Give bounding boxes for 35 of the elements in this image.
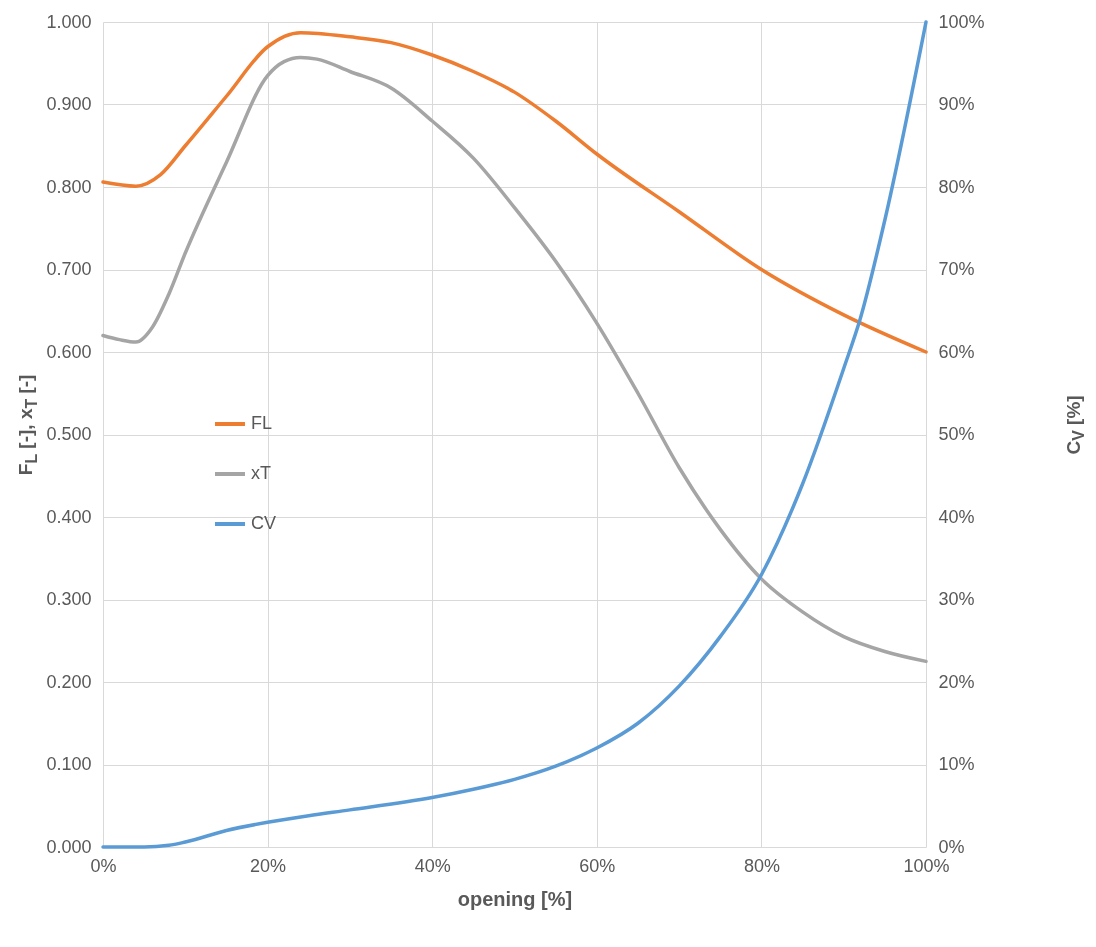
x-tick-label: 0% xyxy=(90,855,117,876)
y2-tick-label: 30% xyxy=(938,589,975,609)
y2-tick-label: 60% xyxy=(938,341,975,362)
y-tick-label: 0.100 xyxy=(46,754,92,774)
y2-tick-label: 50% xyxy=(938,424,975,444)
y-tick-label: 0.000 xyxy=(46,836,92,857)
legend-label: xT xyxy=(251,463,271,483)
y-tick-label: 1.000 xyxy=(46,11,92,32)
y-tick-label: 0.800 xyxy=(46,176,92,197)
y2-tick-label: 80% xyxy=(938,176,975,197)
x-tick-label: 40% xyxy=(414,855,451,876)
y2-tick-label: 0% xyxy=(938,836,965,857)
y-tick-label: 0.500 xyxy=(46,424,92,444)
y2-tick-label: 40% xyxy=(938,506,975,527)
x-tick-label: 100% xyxy=(903,855,950,876)
x-tick-label: 80% xyxy=(743,855,780,876)
line-series xyxy=(101,55,928,664)
line-series xyxy=(101,20,928,849)
legend-label: FL xyxy=(251,413,273,433)
y2-tick-label: 20% xyxy=(938,671,975,692)
x-tick-label: 20% xyxy=(250,855,287,876)
y-tick-label: 0.900 xyxy=(46,94,92,114)
y-tick-label: 0.600 xyxy=(46,341,92,362)
y-tick-label: 0.300 xyxy=(46,589,92,609)
legend-label: CV xyxy=(251,513,277,533)
y-tick-label: 0.400 xyxy=(46,506,92,527)
x-tick-label: 60% xyxy=(579,855,616,876)
y2-tick-label: 10% xyxy=(938,754,975,774)
y2-tick-label: 90% xyxy=(938,94,975,114)
y-tick-label: 0.200 xyxy=(46,671,92,692)
y-tick-label: 0.700 xyxy=(46,259,92,279)
line-series xyxy=(101,30,928,354)
y2-tick-label: 70% xyxy=(938,259,975,279)
y2-tick-label: 100% xyxy=(938,11,985,32)
x-axis-title: opening [%] xyxy=(457,887,573,910)
